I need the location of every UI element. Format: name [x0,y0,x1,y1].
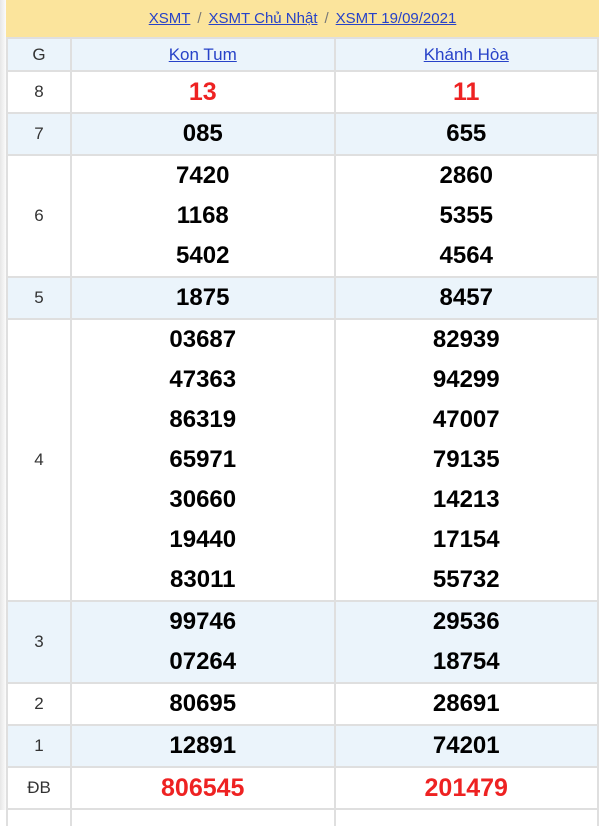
prize-label: 1 [6,724,72,768]
result-number: 74201 [432,732,500,759]
breadcrumb-separator: / [324,10,329,27]
result-number: 8457 [439,284,493,311]
next-row-partial [6,808,599,826]
result-number: 12891 [169,732,237,759]
prize-label: 2 [6,682,72,726]
prize-label: 5 [6,276,72,320]
result-cell: 03687 47363 86319 65971 30660 19440 83011 [70,318,336,602]
result-number: 03687 [169,326,237,353]
page-edge [0,0,6,810]
prize-label: 7 [6,112,72,156]
prize-row-ĐB: ĐB 806545 201479 [6,766,599,810]
prize-row-5: 5 1875 8457 [6,276,599,320]
result-cell: 8457 [333,276,599,320]
prize-label: 4 [6,318,72,602]
result-number: 806545 [161,774,245,802]
result-number: 28691 [432,690,500,717]
result-cell: 655 [333,112,599,156]
prize-row-8: 8 13 11 [6,70,599,114]
prize-label: 3 [6,600,72,684]
result-cell: 82939 94299 47007 79135 14213 17154 55732 [333,318,599,602]
breadcrumb-link-xsmt[interactable]: XSMT [148,10,191,27]
region-header-kon-tum: Kon Tum [70,37,336,72]
results-body: 8 13 11 7 085 655 6 7420 1168 5402 2860 5355 4564 5 18… [6,70,599,810]
result-cell: 085 [70,112,336,156]
result-number: 47363 [169,366,237,393]
result-number: 7420 [176,162,230,189]
result-cell: 12891 [70,724,336,768]
prize-row-3: 3 99746 07264 29536 18754 [6,600,599,684]
result-cell: 2860 5355 4564 [333,154,599,278]
prize-column-header: G [6,37,72,72]
result-cell: 74201 [333,724,599,768]
prize-row-7: 7 085 655 [6,112,599,156]
result-number: 5355 [439,202,493,229]
result-number: 1875 [176,284,230,311]
result-cell: 201479 [333,766,599,810]
result-number: 29536 [432,608,500,635]
result-number: 14213 [432,486,500,513]
result-number: 19440 [169,526,237,553]
breadcrumb: XSMT / XSMT Chủ Nhật / XSMT 19/09/2021 [6,0,599,37]
region-link-khanh-hoa[interactable]: Khánh Hòa [423,44,509,64]
result-cell: 99746 07264 [70,600,336,684]
result-number: 4564 [439,242,493,269]
lottery-results-panel: XSMT / XSMT Chủ Nhật / XSMT 19/09/2021 G Kon… [6,0,599,826]
result-number: 65971 [169,446,237,473]
result-number: 94299 [432,366,500,393]
result-number: 83011 [170,566,236,593]
result-number: 1168 [176,202,229,229]
result-number: 55732 [432,566,500,593]
result-number: 13 [188,78,217,106]
result-number: 17154 [432,526,500,553]
result-number: 5402 [176,242,230,269]
result-cell: 11 [333,70,599,114]
result-cell: 7420 1168 5402 [70,154,336,278]
result-number: 18754 [432,648,500,675]
result-number: 30660 [169,486,237,513]
result-number: 99746 [169,608,237,635]
empty-cell [70,808,336,826]
region-header-khanh-hoa: Khánh Hòa [333,37,599,72]
header-row: G Kon Tum Khánh Hòa [6,37,599,72]
prize-row-2: 2 80695 28691 [6,682,599,726]
breadcrumb-link-xsmt-chu-nhat[interactable]: XSMT Chủ Nhật [208,10,318,27]
region-link-kon-tum[interactable]: Kon Tum [168,44,237,64]
result-cell: 1875 [70,276,336,320]
prize-row-6: 6 7420 1168 5402 2860 5355 4564 [6,154,599,278]
prize-label: 8 [6,70,72,114]
empty-cell [6,808,72,826]
result-cell: 80695 [70,682,336,726]
result-number: 085 [182,120,223,147]
result-number: 80695 [169,690,237,717]
result-number: 86319 [169,406,237,433]
result-number: 47007 [432,406,500,433]
results-table: G Kon Tum Khánh Hòa 8 13 11 7 085 655 6 7420 116… [6,37,599,826]
result-cell: 28691 [333,682,599,726]
breadcrumb-link-xsmt-date[interactable]: XSMT 19/09/2021 [335,10,457,27]
prize-row-1: 1 12891 74201 [6,724,599,768]
result-cell: 806545 [70,766,336,810]
prize-label: ĐB [6,766,72,810]
prize-row-4: 4 03687 47363 86319 65971 30660 19440 83011 8293… [6,318,599,602]
result-number: 07264 [169,648,237,675]
result-number: 79135 [432,446,500,473]
breadcrumb-separator: / [197,10,202,27]
result-cell: 13 [70,70,336,114]
result-number: 11 [453,78,480,106]
empty-cell [333,808,599,826]
result-cell: 29536 18754 [333,600,599,684]
result-number: 2860 [439,162,493,189]
prize-label: 6 [6,154,72,278]
result-number: 655 [446,120,487,147]
result-number: 201479 [424,774,508,802]
result-number: 82939 [432,326,500,353]
